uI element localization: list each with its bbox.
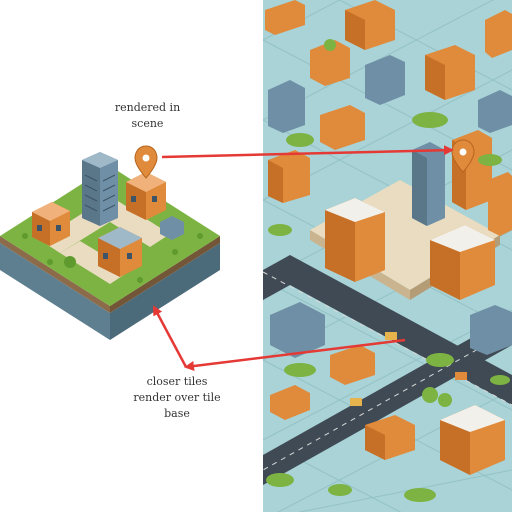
scene-map-pin-icon bbox=[451, 139, 475, 173]
scene-buildings bbox=[265, 0, 512, 475]
arrow-rendered-in-scene bbox=[161, 145, 454, 159]
label-rendered-in-scene: rendered in scene bbox=[114, 101, 181, 130]
tile-building-pin bbox=[126, 172, 166, 220]
tile-tower bbox=[82, 152, 118, 226]
isometric-tile bbox=[0, 145, 220, 340]
city-scene bbox=[262, 0, 512, 512]
arrow-closer-tiles-base bbox=[152, 305, 188, 368]
tile-map-pin-icon bbox=[134, 145, 158, 179]
label-closer-tiles: closer tiles render over tile base bbox=[133, 375, 221, 420]
scene-greenery bbox=[266, 39, 510, 502]
tile-building-left bbox=[32, 202, 70, 246]
arrow-closer-tiles-scene bbox=[184, 338, 406, 371]
tile-building-front bbox=[98, 227, 142, 277]
tile-base-left-face bbox=[0, 243, 110, 340]
scene-vehicles bbox=[350, 332, 467, 406]
tile-base-right-face bbox=[110, 243, 220, 340]
